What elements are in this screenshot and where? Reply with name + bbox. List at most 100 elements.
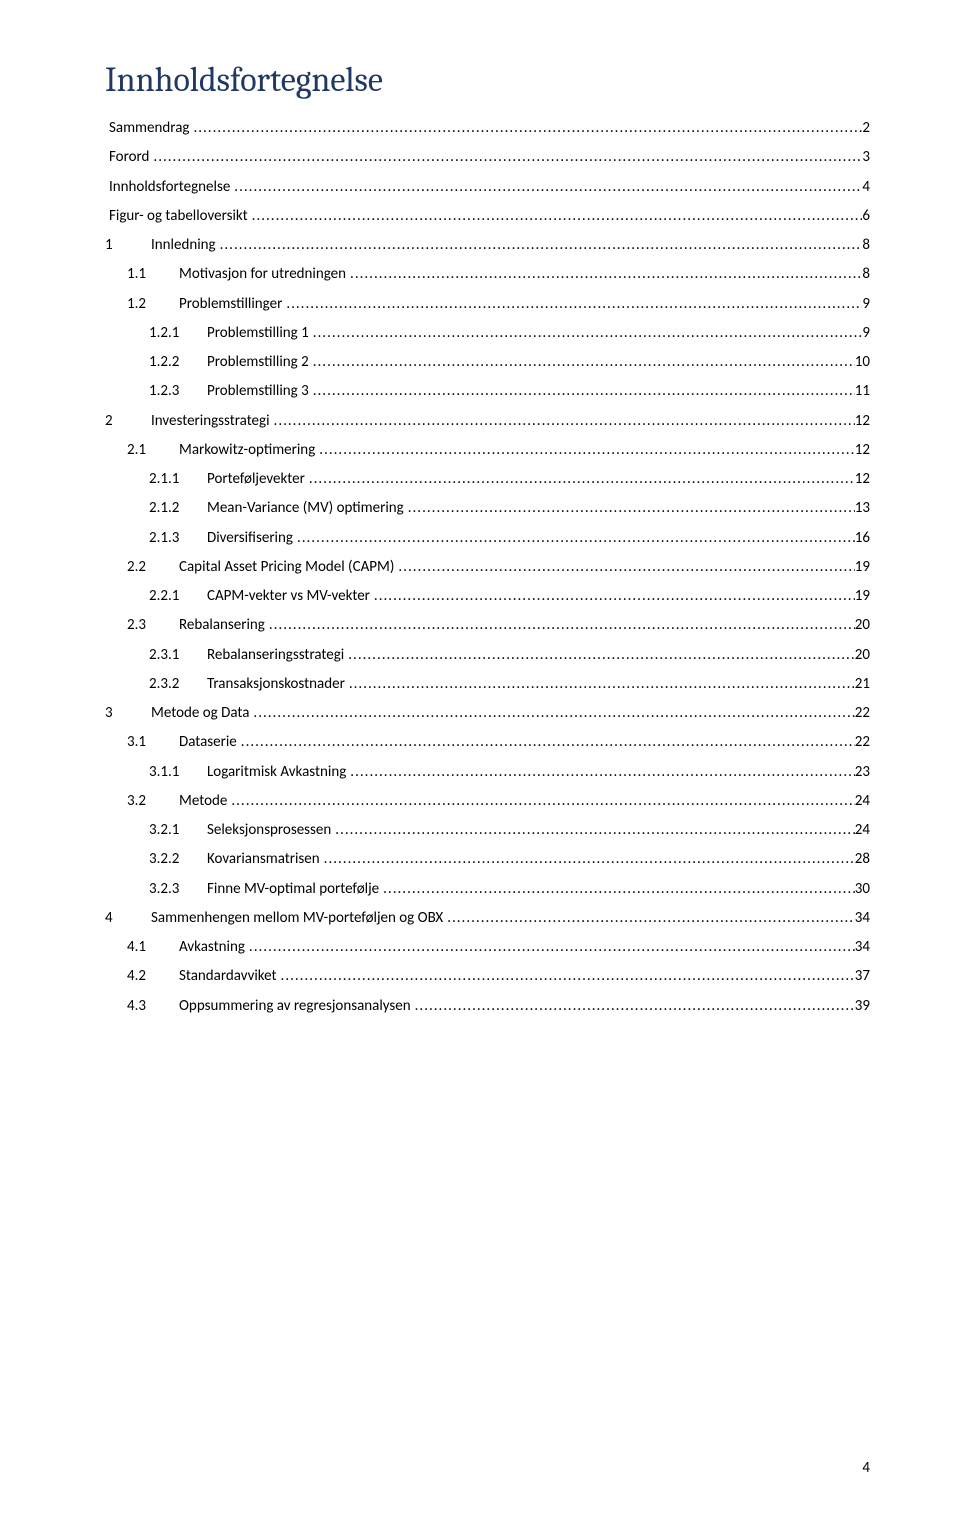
toc-page-number: 19 bbox=[855, 553, 870, 582]
toc-entry[interactable]: 2.3Rebalansering20 bbox=[127, 611, 870, 640]
toc-leader-dots bbox=[346, 758, 854, 787]
toc-entry[interactable]: 1.2Problemstillinger9 bbox=[127, 290, 870, 319]
toc-leader-dots bbox=[394, 553, 854, 582]
toc-entry[interactable]: 1.2.3Problemstilling 311 bbox=[149, 377, 870, 406]
toc-entry[interactable]: 3.2.3Finne MV-optimal portefølje30 bbox=[149, 875, 870, 904]
toc-page-number: 9 bbox=[862, 319, 870, 348]
toc-entry[interactable]: 3.2Metode24 bbox=[127, 787, 870, 816]
toc-section-number: 3.2.1 bbox=[149, 816, 203, 845]
toc-entry[interactable]: 3Metode og Data22 bbox=[105, 699, 870, 728]
toc-section-title: Markowitz-optimering bbox=[175, 436, 315, 465]
toc-section-number: 4.2 bbox=[127, 962, 175, 991]
toc-section-title: Capital Asset Pricing Model (CAPM) bbox=[175, 553, 394, 582]
toc-section-title: Sammendrag bbox=[105, 114, 189, 143]
toc-page-number: 10 bbox=[855, 348, 870, 377]
toc-section-title: Sammenhengen mellom MV-porteføljen og OB… bbox=[147, 904, 443, 933]
toc-section-number: 1.1 bbox=[127, 260, 175, 289]
toc-section-title: Innledning bbox=[147, 231, 216, 260]
toc-section-title: Rebalanseringsstrategi bbox=[203, 641, 344, 670]
toc-entry[interactable]: 1.1Motivasjon for utredningen8 bbox=[127, 260, 870, 289]
toc-section-title: Standardavviket bbox=[175, 962, 277, 991]
toc-entry[interactable]: 3.2.1Seleksjonsprosessen24 bbox=[149, 816, 870, 845]
toc-page-number: 28 bbox=[855, 845, 870, 874]
toc-leader-dots bbox=[344, 641, 855, 670]
toc-leader-dots bbox=[370, 582, 855, 611]
toc-page-number: 22 bbox=[855, 728, 870, 757]
toc-entry[interactable]: 2.1.1Porteføljevekter12 bbox=[149, 465, 870, 494]
toc-leader-dots bbox=[237, 728, 855, 757]
toc-entry[interactable]: 3.1.1Logaritmisk Avkastning23 bbox=[149, 758, 870, 787]
toc-leader-dots bbox=[309, 319, 863, 348]
toc-section-number: 2.1.3 bbox=[149, 524, 203, 553]
toc-page-number: 34 bbox=[855, 904, 870, 933]
toc-entry[interactable]: 2.2Capital Asset Pricing Model (CAPM) 19 bbox=[127, 553, 870, 582]
toc-entry[interactable]: 1Innledning8 bbox=[105, 231, 870, 260]
toc-leader-dots bbox=[230, 173, 862, 202]
toc-entry[interactable]: 2.1.3Diversifisering 16 bbox=[149, 524, 870, 553]
toc-section-number: 2 bbox=[105, 407, 147, 436]
toc-leader-dots bbox=[149, 143, 862, 172]
toc-entry[interactable]: 1.2.2Problemstilling 210 bbox=[149, 348, 870, 377]
toc-section-number: 1.2.1 bbox=[149, 319, 203, 348]
toc-section-title: Mean-Variance (MV) optimering bbox=[203, 494, 404, 523]
toc-entry[interactable]: 2Investeringsstrategi12 bbox=[105, 407, 870, 436]
toc-page-number: 24 bbox=[855, 816, 870, 845]
toc-leader-dots bbox=[216, 231, 863, 260]
toc-page-number: 9 bbox=[862, 290, 870, 319]
toc-section-title: Problemstilling 3 bbox=[203, 377, 309, 406]
toc-section-title: Figur- og tabelloversikt bbox=[105, 202, 248, 231]
toc-page-number: 39 bbox=[855, 992, 870, 1021]
toc-entry[interactable]: 4.1Avkastning34 bbox=[127, 933, 870, 962]
toc-page-number: 12 bbox=[855, 436, 870, 465]
toc-entry[interactable]: 2.3.1Rebalanseringsstrategi 20 bbox=[149, 641, 870, 670]
toc-section-title: Metode bbox=[175, 787, 227, 816]
toc-section-number: 2.3 bbox=[127, 611, 175, 640]
toc-entry[interactable]: 1.2.1Problemstilling 1 9 bbox=[149, 319, 870, 348]
toc-leader-dots bbox=[293, 524, 855, 553]
toc-page-number: 8 bbox=[862, 260, 870, 289]
toc-page-number: 16 bbox=[855, 524, 870, 553]
toc-leader-dots bbox=[248, 202, 863, 231]
toc-section-title: Forord bbox=[105, 143, 149, 172]
toc-section-number: 2.3.2 bbox=[149, 670, 203, 699]
toc-section-number: 3.2.3 bbox=[149, 875, 203, 904]
toc-leader-dots bbox=[227, 787, 854, 816]
toc-entry[interactable]: 4Sammenhengen mellom MV-porteføljen og O… bbox=[105, 904, 870, 933]
toc-entry[interactable]: 4.3Oppsummering av regresjonsanalysen39 bbox=[127, 992, 870, 1021]
toc-page-number: 3 bbox=[862, 143, 870, 172]
toc-leader-dots bbox=[404, 494, 855, 523]
toc-entry[interactable]: 4.2Standardavviket37 bbox=[127, 962, 870, 991]
toc-entry[interactable]: 3.2.2Kovariansmatrisen28 bbox=[149, 845, 870, 874]
toc-entry[interactable]: Sammendrag2 bbox=[105, 114, 870, 143]
toc-section-number: 3.1 bbox=[127, 728, 175, 757]
toc-leader-dots bbox=[315, 436, 855, 465]
toc-section-number: 3 bbox=[105, 699, 147, 728]
toc-section-title: Problemstilling 1 bbox=[203, 319, 309, 348]
toc-leader-dots bbox=[309, 348, 855, 377]
toc-section-number: 3.2 bbox=[127, 787, 175, 816]
toc-entry[interactable]: Forord 3 bbox=[105, 143, 870, 172]
toc-section-title: Investeringsstrategi bbox=[147, 407, 270, 436]
toc-entry[interactable]: 3.1Dataserie22 bbox=[127, 728, 870, 757]
toc-section-title: Diversifisering bbox=[203, 524, 293, 553]
toc-entry[interactable]: 2.1Markowitz-optimering12 bbox=[127, 436, 870, 465]
toc-entry[interactable]: 2.2.1CAPM-vekter vs MV-vekter19 bbox=[149, 582, 870, 611]
toc-section-number: 4 bbox=[105, 904, 147, 933]
toc-page-number: 20 bbox=[855, 641, 870, 670]
toc-page-number: 22 bbox=[855, 699, 870, 728]
toc-section-title: Transaksjonskostnader bbox=[203, 670, 345, 699]
toc-section-title: Finne MV-optimal portefølje bbox=[203, 875, 379, 904]
toc-section-title: Kovariansmatrisen bbox=[203, 845, 320, 874]
toc-section-title: Problemstilling 2 bbox=[203, 348, 309, 377]
toc-section-number: 2.2 bbox=[127, 553, 175, 582]
toc-entry[interactable]: Innholdsfortegnelse4 bbox=[105, 173, 870, 202]
toc-entry[interactable]: 2.1.2Mean-Variance (MV) optimering13 bbox=[149, 494, 870, 523]
toc-leader-dots bbox=[346, 260, 862, 289]
toc-entry[interactable]: Figur- og tabelloversikt6 bbox=[105, 202, 870, 231]
toc-entry[interactable]: 2.3.2Transaksjonskostnader21 bbox=[149, 670, 870, 699]
toc-section-number: 1.2.3 bbox=[149, 377, 203, 406]
toc-section-number: 2.3.1 bbox=[149, 641, 203, 670]
toc-section-title: Avkastning bbox=[175, 933, 245, 962]
toc-leader-dots bbox=[305, 465, 855, 494]
toc-leader-dots bbox=[245, 933, 855, 962]
